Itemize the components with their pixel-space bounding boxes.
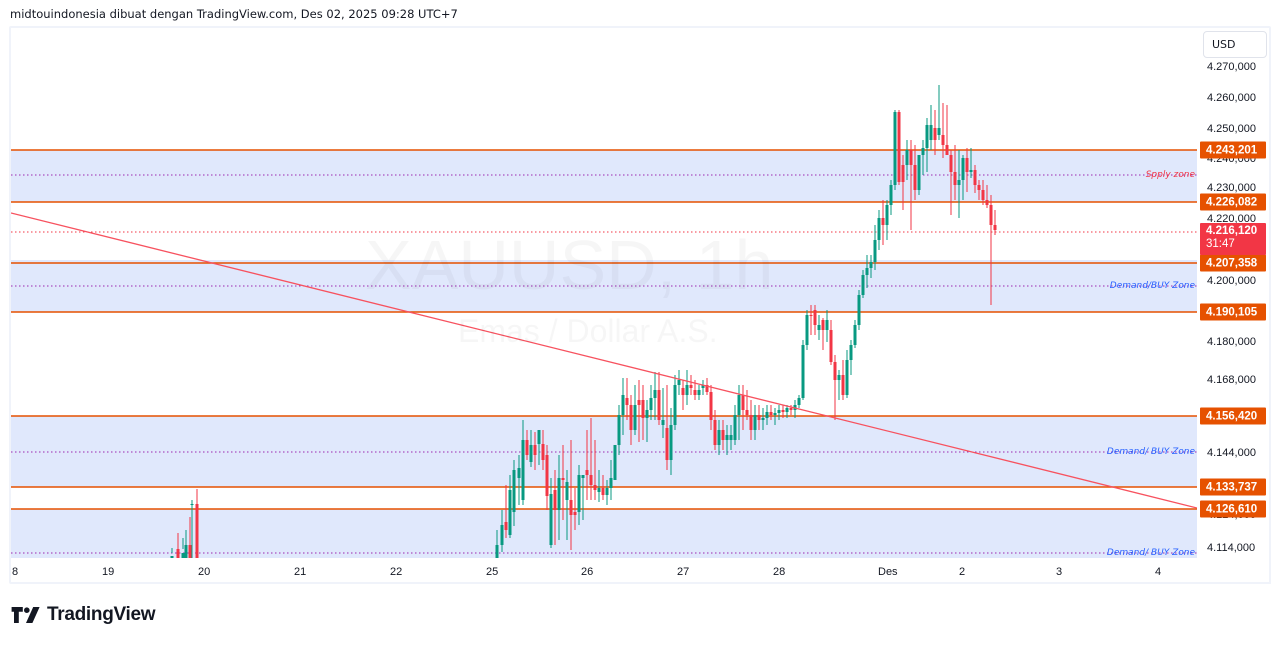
price-tick-label: 4.230,000	[1207, 182, 1256, 194]
zone-label: Demand/ BUY Zone	[1106, 548, 1195, 558]
price-tick-label: 4.114,000	[1207, 542, 1256, 554]
current-price-value: 4.216,120	[1206, 225, 1258, 237]
zone-label: Demand/BUY Zone	[1109, 281, 1195, 291]
zone-band	[11, 509, 1197, 558]
symbol-watermark: XAUUSD, 1h	[365, 225, 773, 305]
chart-attribution: midtouindonesia dibuat dengan TradingVie…	[10, 7, 458, 21]
time-tick-label: 21	[294, 566, 307, 578]
zone-band	[11, 150, 1197, 202]
candlestick-canvas	[11, 85, 1197, 558]
level-price-label: 4.226,082	[1200, 193, 1266, 211]
current-price-label: 4.216,120 31:47	[1200, 223, 1266, 255]
time-tick-label: Des	[878, 566, 898, 578]
zone-label: Spply zone	[1145, 170, 1195, 180]
tradingview-wordmark: TradingView	[47, 604, 156, 625]
time-tick-label: 26	[581, 566, 594, 578]
level-price-label: 4.126,610	[1200, 500, 1266, 518]
time-tick-label: 4	[1155, 566, 1162, 578]
frame-edge	[1269, 28, 1271, 584]
level-price-label: 4.243,201	[1200, 141, 1266, 159]
tradingview-logo-icon	[11, 607, 40, 623]
price-tick-label: 4.144,000	[1207, 447, 1256, 459]
price-tick-label: 4.180,000	[1207, 336, 1256, 348]
time-tick-label: 22	[390, 566, 403, 578]
price-tick-label: 4.270,000	[1207, 61, 1256, 73]
price-tick-label: 4.200,000	[1207, 275, 1256, 287]
currency-button[interactable]: USD	[1203, 31, 1267, 58]
time-tick-label: 2	[959, 566, 966, 578]
level-price-label: 4.156,420	[1200, 407, 1266, 425]
trendline[interactable]	[11, 212, 1197, 509]
price-tick-label: 4.220,000	[1207, 213, 1256, 225]
level-price-label: 4.190,105	[1200, 303, 1266, 321]
chart-plot-area[interactable]: XAUUSD, 1h Emas / Dollar A.S. Spply zone…	[11, 28, 1197, 558]
time-tick-label: 8	[12, 566, 19, 578]
bar-countdown: 31:47	[1206, 238, 1235, 250]
tradingview-logo: TradingView	[11, 604, 156, 626]
time-tick-label: 19	[102, 566, 115, 578]
price-tick-label: 4.168,000	[1207, 374, 1256, 386]
time-tick-label: 27	[677, 566, 690, 578]
time-tick-label: 20	[198, 566, 211, 578]
time-tick-label: 28	[773, 566, 786, 578]
currency-label: USD	[1212, 38, 1236, 51]
time-tick-label: 25	[486, 566, 499, 578]
symbol-description-watermark: Emas / Dollar A.S.	[458, 313, 718, 350]
level-price-label: 4.133,737	[1200, 478, 1266, 496]
level-price-label: 4.207,358	[1200, 254, 1266, 272]
price-tick-label: 4.260,000	[1207, 92, 1256, 104]
price-tick-label: 4.250,000	[1207, 123, 1256, 135]
time-tick-label: 3	[1056, 566, 1063, 578]
zone-label: Demand/ BUY Zone	[1106, 447, 1195, 457]
